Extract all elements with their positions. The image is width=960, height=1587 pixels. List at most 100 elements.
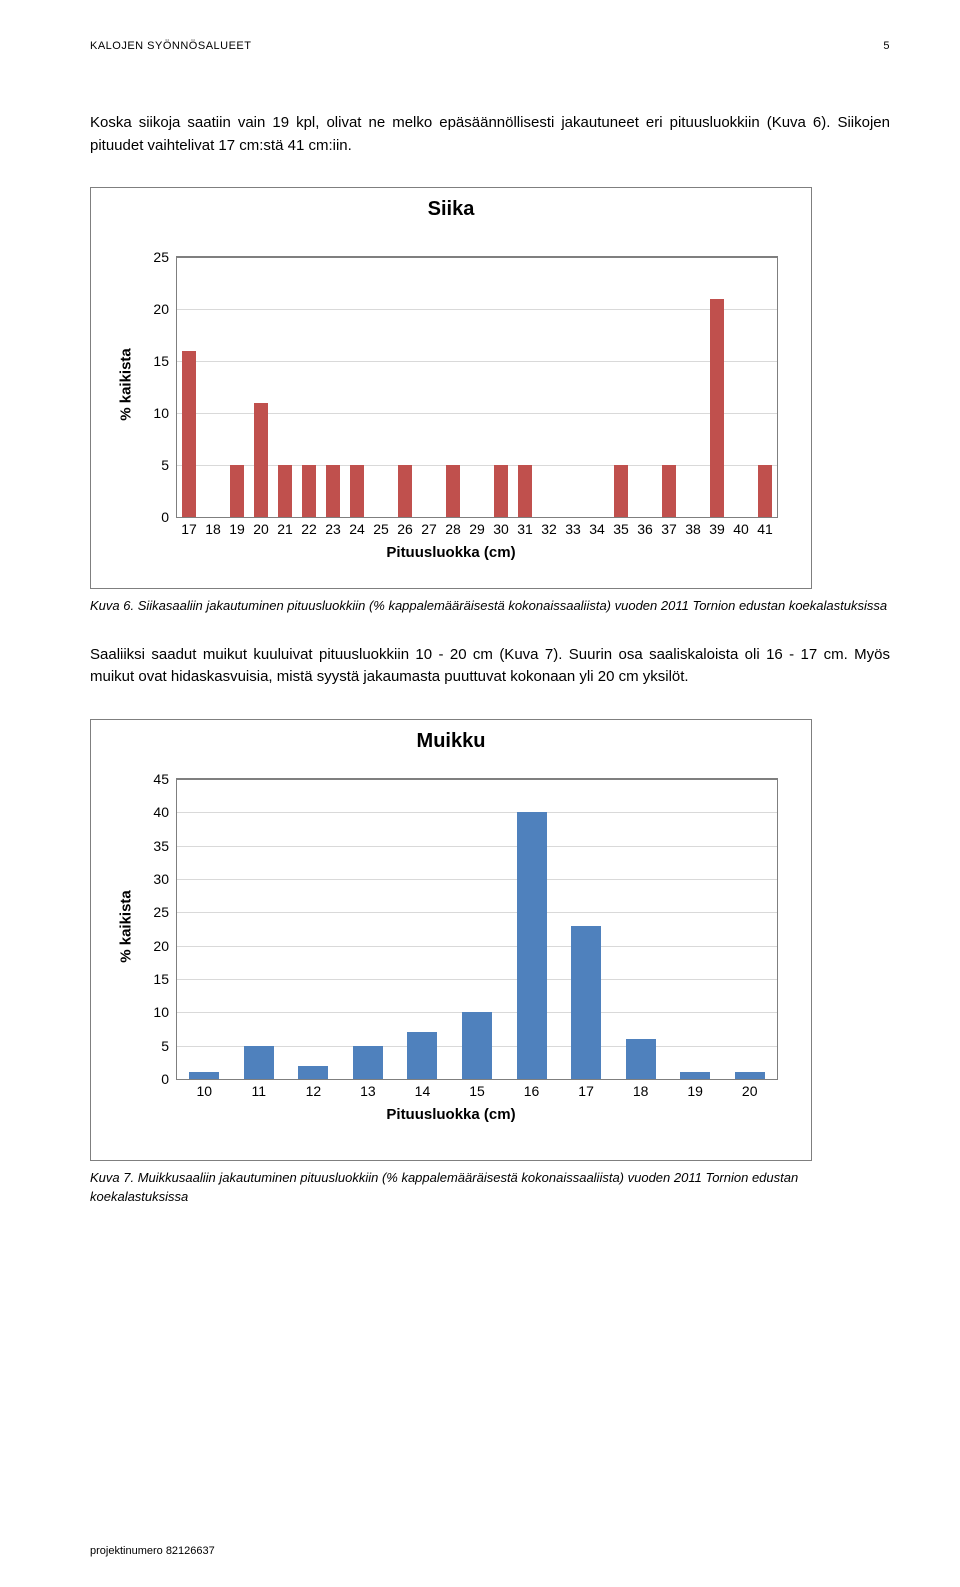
caption-1-lead: Kuva 6.: [90, 598, 134, 613]
y-tick-label: 20: [141, 301, 169, 317]
plot-area: 0510152025171819202122232425262728293031…: [176, 256, 778, 518]
y-tick-label: 15: [141, 971, 169, 987]
chart-bar: [298, 1066, 328, 1079]
y-tick-label: 45: [141, 771, 169, 787]
chart-bar: [758, 465, 771, 517]
y-tick-label: 25: [141, 249, 169, 265]
y-tick-label: 0: [141, 1071, 169, 1087]
caption-1-text: Siikasaaliin jakautuminen pituusluokkiin…: [134, 598, 887, 613]
x-tick-label: 31: [517, 521, 533, 537]
x-tick-label: 22: [301, 521, 317, 537]
chart-gridline: [177, 946, 777, 947]
chart-title: Siika: [91, 198, 811, 221]
x-tick-label: 25: [373, 521, 389, 537]
chart-bar: [326, 465, 339, 517]
paragraph-2: Saaliiksi saadut muikut kuuluivat pituus…: [90, 644, 890, 689]
y-tick-label: 10: [141, 405, 169, 421]
chart-siika: Siika 05101520251718192021222324252627282…: [90, 187, 812, 589]
y-tick-label: 5: [141, 1038, 169, 1054]
x-tick-label: 16: [524, 1083, 540, 1099]
x-tick-label: 40: [733, 521, 749, 537]
x-tick-label: 36: [637, 521, 653, 537]
chart-gridline: [177, 812, 777, 813]
x-tick-label: 17: [578, 1083, 594, 1099]
y-tick-label: 20: [141, 938, 169, 954]
x-tick-label: 15: [469, 1083, 485, 1099]
x-tick-label: 23: [325, 521, 341, 537]
x-axis-title: Pituusluokka (cm): [91, 1106, 811, 1123]
chart-gridline: [177, 361, 777, 362]
header-right: 5: [883, 40, 890, 52]
x-tick-label: 19: [687, 1083, 703, 1099]
x-tick-label: 20: [742, 1083, 758, 1099]
x-tick-label: 41: [757, 521, 773, 537]
chart-bar: [189, 1072, 219, 1079]
chart-bar: [735, 1072, 765, 1079]
y-tick-label: 5: [141, 457, 169, 473]
paragraph-1: Koska siikoja saatiin vain 19 kpl, oliva…: [90, 112, 890, 157]
chart-bar: [446, 465, 459, 517]
x-tick-label: 14: [415, 1083, 431, 1099]
chart-gridline: [177, 979, 777, 980]
x-tick-label: 17: [181, 521, 197, 537]
x-tick-label: 20: [253, 521, 269, 537]
chart-bar: [518, 465, 531, 517]
chart-bar: [494, 465, 507, 517]
x-axis-title: Pituusluokka (cm): [91, 544, 811, 561]
x-tick-label: 26: [397, 521, 413, 537]
y-tick-label: 10: [141, 1004, 169, 1020]
chart-bar: [278, 465, 291, 517]
x-tick-label: 29: [469, 521, 485, 537]
x-tick-label: 38: [685, 521, 701, 537]
chart-bar: [254, 403, 267, 517]
y-axis-title: % kaikista: [118, 345, 135, 425]
chart-gridline: [177, 257, 777, 258]
x-tick-label: 28: [445, 521, 461, 537]
x-tick-label: 27: [421, 521, 437, 537]
y-tick-label: 40: [141, 804, 169, 820]
x-tick-label: 34: [589, 521, 605, 537]
caption-2-lead: Kuva 7.: [90, 1170, 134, 1185]
y-tick-label: 0: [141, 509, 169, 525]
chart-bar: [517, 812, 547, 1079]
chart-muikku: Muikku 0510152025303540451011121314151617…: [90, 719, 812, 1161]
x-tick-label: 18: [633, 1083, 649, 1099]
plot-area: 0510152025303540451011121314151617181920: [176, 778, 778, 1080]
chart-gridline: [177, 912, 777, 913]
x-tick-label: 12: [306, 1083, 322, 1099]
header-left: KALOJEN SYÖNNÖSALUEET: [90, 40, 252, 52]
x-tick-label: 24: [349, 521, 365, 537]
chart-bar: [710, 299, 723, 517]
chart-bar: [350, 465, 363, 517]
y-tick-label: 15: [141, 353, 169, 369]
chart-bar: [398, 465, 411, 517]
y-tick-label: 35: [141, 838, 169, 854]
caption-1: Kuva 6. Siikasaaliin jakautuminen pituus…: [90, 597, 890, 616]
x-tick-label: 33: [565, 521, 581, 537]
x-tick-label: 21: [277, 521, 293, 537]
y-tick-label: 25: [141, 904, 169, 920]
chart-title: Muikku: [91, 730, 811, 753]
footer-project-number: projektinumero 82126637: [90, 1545, 215, 1557]
caption-2: Kuva 7. Muikkusaaliin jakautuminen pituu…: [90, 1169, 890, 1207]
chart-bar: [614, 465, 627, 517]
x-tick-label: 18: [205, 521, 221, 537]
chart-bar: [302, 465, 315, 517]
x-tick-label: 37: [661, 521, 677, 537]
chart-bar: [353, 1046, 383, 1079]
y-axis-title: % kaikista: [118, 886, 135, 966]
chart-bar: [182, 351, 195, 517]
chart-gridline: [177, 846, 777, 847]
caption-2-text: Muikkusaaliin jakautuminen pituusluokkii…: [90, 1170, 798, 1204]
chart-gridline: [177, 879, 777, 880]
chart-bar: [230, 465, 243, 517]
chart-bar: [244, 1046, 274, 1079]
chart-bar: [680, 1072, 710, 1079]
chart-gridline: [177, 779, 777, 780]
page-header: KALOJEN SYÖNNÖSALUEET 5: [90, 40, 890, 52]
x-tick-label: 11: [252, 1083, 267, 1099]
x-tick-label: 35: [613, 521, 629, 537]
x-tick-label: 32: [541, 521, 557, 537]
chart-bar: [462, 1012, 492, 1079]
chart-bar: [626, 1039, 656, 1079]
